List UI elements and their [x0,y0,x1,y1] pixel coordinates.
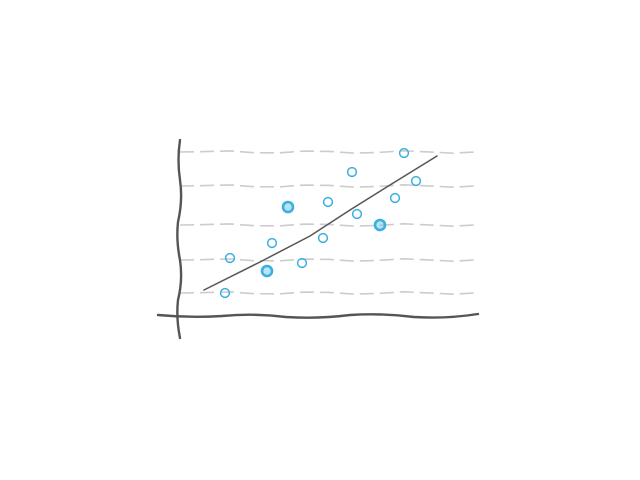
axes [156,138,480,340]
gridline-2 [179,183,479,189]
gridlines [179,149,479,296]
data-point [351,208,363,220]
points-layer [219,147,422,299]
data-point [260,264,274,278]
data-point [296,257,308,269]
data-point [410,175,422,187]
gridline-1 [179,149,479,155]
data-point [266,237,278,249]
data-point [389,192,401,204]
data-point [398,147,410,159]
y-axis [176,138,183,340]
trendline-layer [203,155,438,291]
trendline [203,155,438,291]
data-point [346,166,358,178]
data-point [322,196,334,208]
x-axis [156,312,480,319]
data-point [224,252,236,264]
data-point [373,218,387,232]
gridline-5 [179,290,479,296]
data-point [281,200,295,214]
data-point [219,287,231,299]
gridline-4 [179,257,479,263]
data-point [317,232,329,244]
